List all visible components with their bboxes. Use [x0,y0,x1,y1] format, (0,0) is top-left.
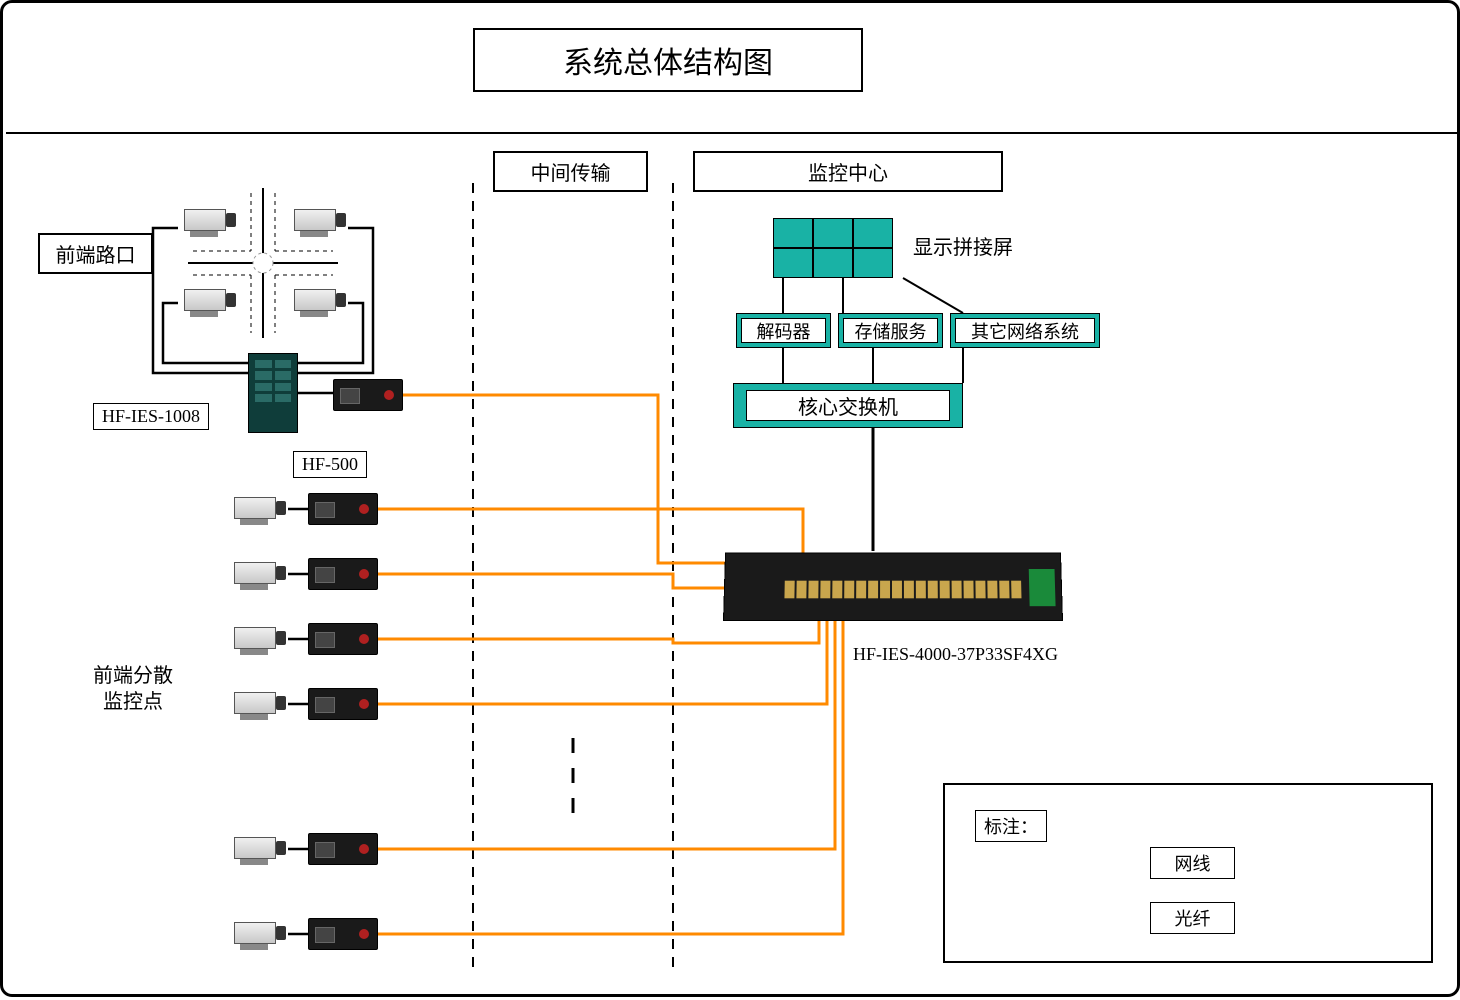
section-transmission-text: 中间传输 [531,163,611,185]
legend-title-text: 标注： [984,817,1038,837]
camera-icon [178,283,238,319]
core-switch-text: 核心交换机 [798,391,898,420]
camera-icon [178,203,238,239]
camera-icon [228,556,288,592]
industrial-switch-icon [248,353,298,433]
camera-icon [228,916,288,952]
converter-icon [333,379,403,411]
front-intersection-label: 前端路口 [38,233,153,274]
hf500-text: HF-500 [302,454,358,474]
camera-icon [288,283,348,319]
decoder-box: 解码器 [736,313,831,348]
converter-icon [308,688,378,720]
legend-ethernet-text: 网线 [1175,854,1211,874]
other-net-box: 其它网络系统 [950,313,1100,348]
front-scattered-line2: 监控点 [78,689,188,715]
rack-switch-icon [723,553,1063,621]
display-wall [773,218,893,278]
camera-icon [288,203,348,239]
storage-box: 存储服务 [838,313,943,348]
camera-icon [228,831,288,867]
display-wall-label: 显示拼接屏 [913,235,1013,261]
legend-fiber-text: 光纤 [1175,909,1211,929]
section-monitor-center-label: 监控中心 [693,151,1003,192]
decoder-text: 解码器 [757,318,811,344]
core-switch-frame: 核心交换机 [733,383,963,428]
front-scattered-label: 前端分散 监控点 [78,663,188,715]
rack-switch-text: HF-IES-4000-37P33SF4XG [853,644,1058,664]
display-wall-text: 显示拼接屏 [913,237,1013,259]
cam-to-converter-lines [288,509,308,934]
ies1008-text: HF-IES-1008 [102,406,200,426]
fiber-lines [378,395,843,934]
camera-icon [228,621,288,657]
converter-icon [308,623,378,655]
legend-fiber-label: 光纤 [1150,902,1235,934]
converter-icon [308,918,378,950]
camera-icon [228,491,288,527]
converter-icon [308,493,378,525]
legend-title: 标注： [975,810,1047,842]
section-monitor-center-text: 监控中心 [808,163,888,185]
legend-ethernet-label: 网线 [1150,847,1235,879]
hf500-label: HF-500 [293,451,367,478]
camera-icon [228,686,288,722]
front-intersection-text: 前端路口 [56,245,136,267]
ies1008-label: HF-IES-1008 [93,403,209,430]
front-scattered-line1: 前端分散 [78,663,188,689]
other-net-text: 其它网络系统 [971,318,1079,344]
section-transmission-label: 中间传输 [493,151,648,192]
legend-box: 标注： 网线 光纤 [943,783,1433,963]
converter-icon [308,833,378,865]
converter-icon [308,558,378,590]
rack-switch-label: HF-IES-4000-37P33SF4XG [853,643,1058,666]
diagram-canvas: 系统总体结构图 [0,0,1460,997]
storage-text: 存储服务 [855,318,927,344]
